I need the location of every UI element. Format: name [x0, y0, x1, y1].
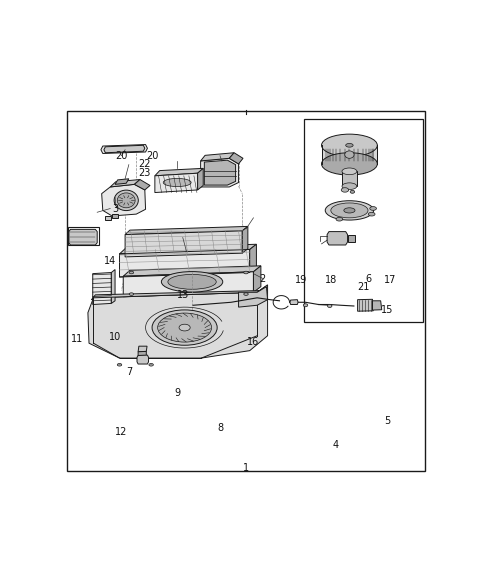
Polygon shape: [198, 168, 203, 190]
Text: 8: 8: [217, 423, 223, 433]
Polygon shape: [348, 235, 355, 242]
Text: 21: 21: [357, 282, 370, 293]
Ellipse shape: [350, 190, 355, 193]
Polygon shape: [102, 185, 145, 216]
Text: 12: 12: [115, 427, 128, 438]
Ellipse shape: [368, 212, 375, 216]
Polygon shape: [239, 287, 267, 307]
Polygon shape: [104, 145, 145, 153]
Ellipse shape: [149, 363, 154, 366]
Text: 14: 14: [104, 256, 116, 266]
Text: 23: 23: [139, 168, 151, 178]
Polygon shape: [137, 355, 148, 364]
Bar: [304, 119, 423, 322]
Text: 17: 17: [384, 275, 396, 285]
Ellipse shape: [303, 304, 308, 306]
Polygon shape: [327, 232, 348, 245]
Ellipse shape: [163, 178, 191, 186]
Polygon shape: [93, 273, 111, 305]
Polygon shape: [201, 158, 239, 187]
Ellipse shape: [327, 305, 332, 308]
Text: 20: 20: [146, 151, 158, 160]
Polygon shape: [229, 153, 243, 164]
Ellipse shape: [157, 313, 212, 342]
Ellipse shape: [150, 364, 153, 366]
Polygon shape: [155, 168, 203, 176]
Text: 6: 6: [366, 274, 372, 284]
Ellipse shape: [117, 193, 135, 208]
Text: 2: 2: [260, 274, 266, 284]
Polygon shape: [101, 144, 147, 154]
Ellipse shape: [346, 143, 353, 147]
Ellipse shape: [244, 271, 248, 274]
Polygon shape: [123, 272, 253, 297]
Ellipse shape: [342, 168, 357, 175]
Ellipse shape: [325, 201, 373, 220]
Polygon shape: [322, 145, 377, 164]
Ellipse shape: [244, 293, 248, 296]
Polygon shape: [138, 351, 146, 356]
Polygon shape: [106, 216, 111, 220]
Ellipse shape: [342, 183, 357, 190]
Text: 22: 22: [139, 159, 151, 169]
Polygon shape: [110, 179, 140, 187]
Ellipse shape: [345, 151, 354, 158]
Polygon shape: [88, 285, 267, 358]
Text: 7: 7: [126, 367, 132, 377]
Ellipse shape: [161, 271, 223, 292]
Text: 20: 20: [115, 151, 128, 160]
Text: 5: 5: [384, 416, 391, 426]
Text: 15: 15: [381, 305, 394, 315]
Polygon shape: [115, 179, 129, 185]
Polygon shape: [201, 153, 234, 161]
Text: 18: 18: [324, 275, 337, 285]
Bar: [68, 227, 99, 245]
Polygon shape: [358, 300, 373, 311]
Polygon shape: [290, 300, 298, 305]
Polygon shape: [111, 270, 115, 304]
Polygon shape: [112, 214, 118, 218]
Ellipse shape: [168, 274, 216, 289]
Polygon shape: [120, 250, 250, 277]
Ellipse shape: [344, 208, 355, 213]
Polygon shape: [342, 171, 357, 186]
Polygon shape: [69, 229, 97, 245]
Ellipse shape: [322, 153, 377, 175]
Polygon shape: [372, 301, 382, 310]
Ellipse shape: [114, 190, 138, 210]
Polygon shape: [204, 160, 236, 185]
Ellipse shape: [118, 364, 121, 366]
Polygon shape: [123, 266, 261, 276]
Ellipse shape: [129, 293, 133, 296]
Text: 19: 19: [295, 275, 307, 285]
Text: 16: 16: [247, 338, 260, 347]
Text: 11: 11: [71, 335, 83, 344]
Text: 13: 13: [177, 290, 189, 300]
Ellipse shape: [322, 134, 377, 156]
Text: 9: 9: [174, 388, 180, 398]
Polygon shape: [242, 227, 248, 253]
Polygon shape: [125, 231, 242, 257]
Ellipse shape: [179, 324, 190, 331]
Polygon shape: [155, 173, 198, 193]
Ellipse shape: [370, 206, 376, 210]
Text: 10: 10: [109, 332, 121, 342]
Ellipse shape: [152, 310, 217, 345]
Ellipse shape: [129, 271, 133, 274]
Polygon shape: [134, 179, 150, 190]
Ellipse shape: [336, 217, 343, 221]
Text: 4: 4: [332, 440, 338, 450]
Polygon shape: [120, 244, 256, 254]
Polygon shape: [250, 244, 256, 273]
Polygon shape: [125, 227, 248, 235]
Polygon shape: [253, 266, 261, 292]
Polygon shape: [138, 346, 147, 352]
Polygon shape: [92, 287, 266, 300]
Ellipse shape: [341, 187, 348, 192]
Text: 1: 1: [243, 463, 249, 473]
Ellipse shape: [117, 363, 122, 366]
Ellipse shape: [331, 203, 368, 218]
Text: 3: 3: [112, 204, 118, 213]
